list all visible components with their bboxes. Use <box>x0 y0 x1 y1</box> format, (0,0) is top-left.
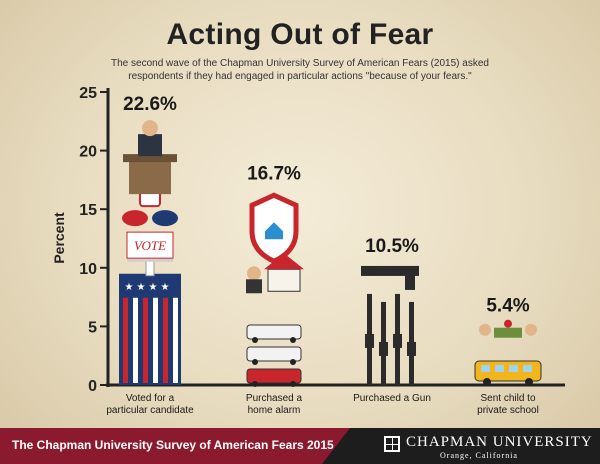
burglar-body <box>246 279 262 294</box>
wheel <box>290 381 296 387</box>
shield-house-icon <box>265 222 283 240</box>
books-icon <box>494 327 522 338</box>
category-label: home alarm <box>248 405 301 416</box>
capitol-base <box>127 255 173 262</box>
footer-survey-text: The Chapman University Survey of America… <box>12 438 334 452</box>
elephant-icon <box>122 210 148 227</box>
ballot-paper <box>145 259 155 277</box>
ballot-star: ★ <box>125 282 134 293</box>
category-label: Purchased a <box>246 393 303 404</box>
bar-1: ★ ★ ★ ★VOTE <box>119 120 181 385</box>
wheel <box>525 378 533 386</box>
house-roof <box>264 253 304 270</box>
wheel <box>290 337 296 343</box>
bus-window <box>495 365 504 372</box>
value-label: 5.4% <box>486 296 529 317</box>
donkey-icon <box>152 210 178 227</box>
podium <box>129 160 171 195</box>
child-icon <box>525 323 537 336</box>
footer-band: The Chapman University Survey of America… <box>0 428 350 464</box>
wheel <box>483 378 491 386</box>
child-icon <box>479 323 491 336</box>
university-location: Orange, California <box>440 451 518 460</box>
category-label: Purchased a Gun <box>353 393 431 404</box>
rifle-stock <box>379 341 388 356</box>
bus-window <box>509 365 518 372</box>
speaker-head <box>142 120 158 137</box>
ballot-star: ★ <box>161 282 170 293</box>
y-tick-label: 20 <box>79 144 97 161</box>
rifle-stock <box>393 333 402 348</box>
vote-text: VOTE <box>134 238 166 253</box>
bars: ★ ★ ★ ★VOTE <box>119 120 542 387</box>
bar-2 <box>246 192 304 387</box>
wheel <box>252 337 258 343</box>
bus-window <box>523 365 532 372</box>
ballot-stripe <box>173 297 178 383</box>
vehicle-icon <box>246 324 302 340</box>
ballot-star: ★ <box>137 282 146 293</box>
category-label: particular candidate <box>106 405 194 416</box>
vehicle-icon <box>246 346 302 362</box>
house-icon <box>267 268 301 292</box>
category-label: Sent child to <box>480 393 535 404</box>
y-tick-label: 0 <box>88 378 97 395</box>
bar-4 <box>474 319 542 386</box>
footer: The Chapman University Survey of America… <box>0 428 600 464</box>
handgun-grip <box>405 273 415 290</box>
y-tick-label: 15 <box>79 202 97 219</box>
bar-3 <box>361 265 419 385</box>
ballot-stripe <box>163 297 168 383</box>
apple-icon <box>504 319 512 328</box>
ballot-stripe <box>143 297 148 383</box>
value-label: 22.6% <box>123 94 177 115</box>
category-label: Voted for a <box>126 393 175 404</box>
wheel <box>252 359 258 365</box>
y-tick-label: 25 <box>79 85 97 102</box>
y-axis-title: Percent <box>51 212 67 264</box>
podium-top <box>123 154 177 163</box>
wheel <box>252 381 258 387</box>
ballot-stripe <box>123 297 128 383</box>
burglar-icon <box>247 266 261 281</box>
y-tick-label: 5 <box>88 319 97 336</box>
wheel <box>290 359 296 365</box>
speaker-body <box>138 134 162 157</box>
vote-sign <box>126 231 174 259</box>
y-tick-label: 10 <box>79 261 97 278</box>
value-label: 16.7% <box>247 163 301 184</box>
ballot-box <box>119 273 181 385</box>
page-subtitle: The second wave of the Chapman Universit… <box>111 58 489 82</box>
category-label: private school <box>477 405 539 416</box>
chapman-logo-icon <box>384 436 400 452</box>
rifle-stock <box>407 341 416 356</box>
rifle-stock <box>365 333 374 348</box>
ballot-stripe <box>133 297 138 383</box>
page-title: Acting Out of Fear <box>166 18 434 51</box>
university-name: CHAPMAN UNIVERSITY <box>406 434 593 450</box>
bus-window <box>481 365 490 372</box>
value-label: 10.5% <box>365 236 419 257</box>
handgun-icon <box>361 265 419 276</box>
ballot-stripe <box>153 297 158 383</box>
vehicle-icon <box>246 368 302 384</box>
ballot-star: ★ <box>149 282 158 293</box>
